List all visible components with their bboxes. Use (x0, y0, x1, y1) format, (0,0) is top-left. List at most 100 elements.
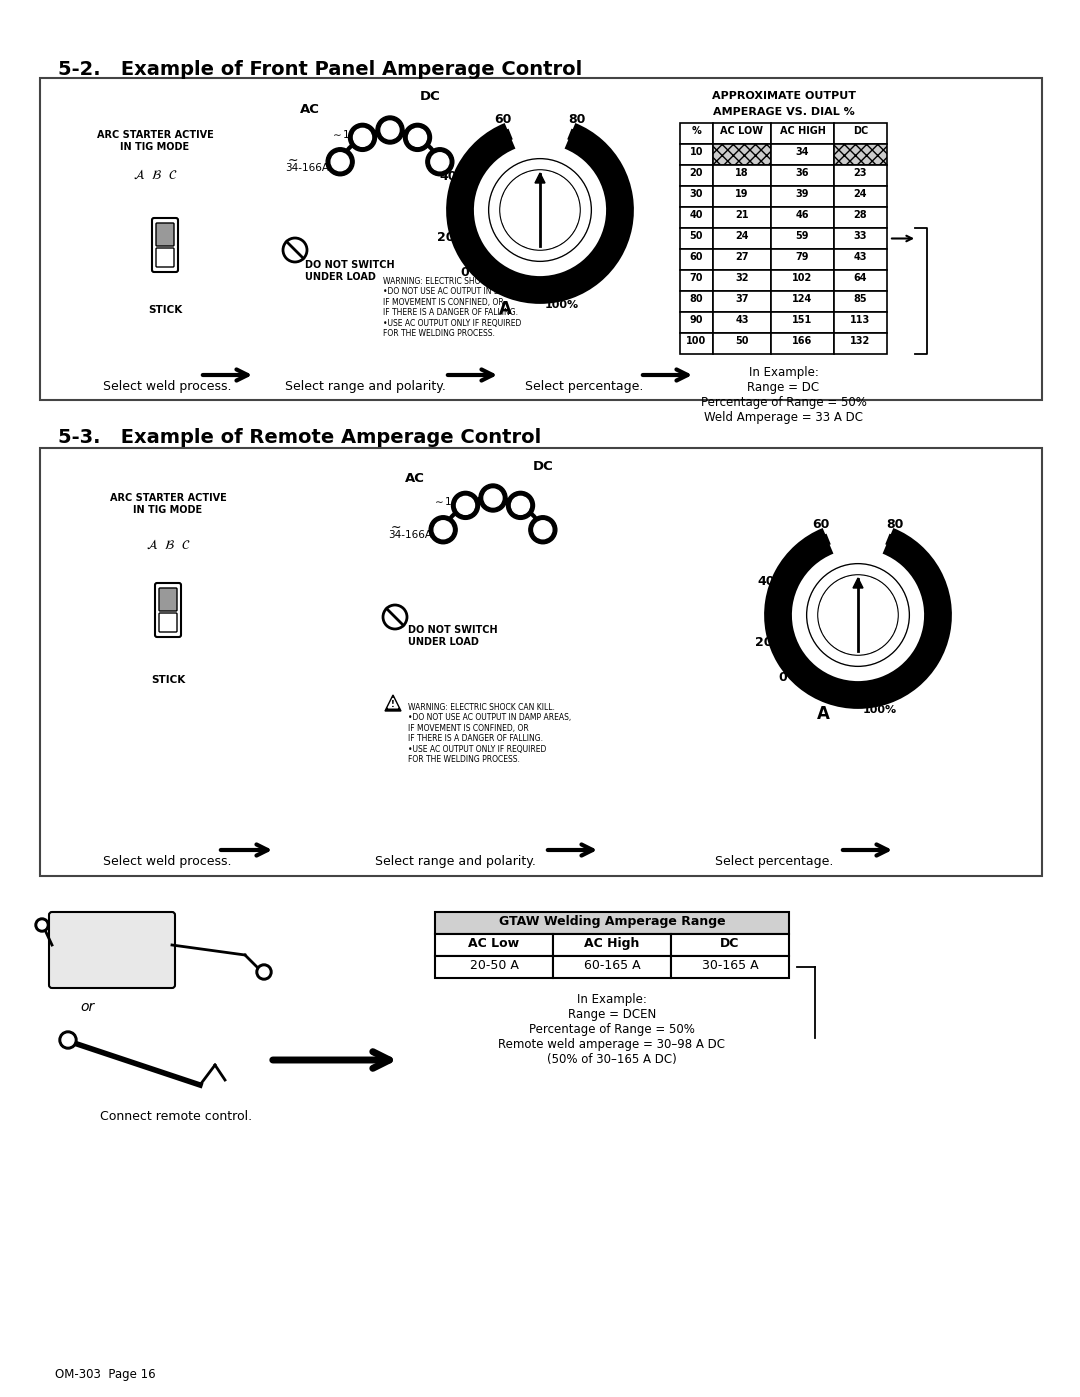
Text: DC: DC (720, 937, 740, 950)
Text: 166: 166 (793, 337, 812, 346)
Text: 64: 64 (854, 272, 867, 284)
Polygon shape (382, 184, 399, 256)
Text: 24: 24 (735, 231, 748, 242)
Text: AC Low: AC Low (469, 937, 519, 950)
Text: Select range and polarity.: Select range and polarity. (375, 855, 536, 868)
Text: Select percentage.: Select percentage. (715, 855, 834, 868)
Text: 90: 90 (690, 314, 703, 326)
Bar (771, 207, 834, 228)
Text: 34-166A: 34-166A (285, 163, 329, 173)
Text: 43: 43 (854, 251, 867, 263)
Bar (771, 165, 834, 186)
Text: Select weld process.: Select weld process. (103, 380, 231, 393)
Text: 50: 50 (690, 231, 703, 242)
Text: 79: 79 (796, 251, 809, 263)
Circle shape (501, 170, 579, 249)
Text: 100%: 100% (545, 300, 579, 310)
Text: STICK: STICK (148, 305, 183, 314)
Bar (834, 207, 887, 228)
Text: 20: 20 (755, 636, 772, 648)
Circle shape (349, 123, 377, 151)
Circle shape (382, 222, 399, 237)
Bar (680, 291, 713, 312)
Text: 21: 21 (735, 210, 748, 219)
FancyBboxPatch shape (159, 588, 177, 610)
Circle shape (484, 489, 502, 507)
Bar (713, 312, 771, 332)
Bar (713, 207, 771, 228)
FancyBboxPatch shape (159, 613, 177, 631)
Text: AC: AC (405, 472, 424, 485)
Text: 32: 32 (735, 272, 748, 284)
Text: 36: 36 (796, 168, 809, 177)
Text: 19: 19 (735, 189, 748, 198)
Text: 80: 80 (568, 113, 585, 126)
Circle shape (408, 129, 427, 147)
Bar (771, 144, 834, 165)
Text: $\sim$18-50A: $\sim$18-50A (432, 495, 484, 507)
Polygon shape (384, 694, 401, 711)
Bar (834, 165, 887, 186)
Text: In Example:
Range = DC
Percentage of Range = 50%
Weld Amperage = 33 A DC: In Example: Range = DC Percentage of Ran… (701, 366, 866, 425)
Bar (713, 249, 771, 270)
Text: AC: AC (300, 103, 320, 116)
Text: 5-2.   Example of Front Panel Amperage Control: 5-2. Example of Front Panel Amperage Con… (58, 60, 582, 80)
Text: 0: 0 (460, 267, 470, 279)
Text: 80: 80 (690, 293, 703, 305)
Text: 40: 40 (757, 576, 774, 588)
Bar (771, 123, 834, 144)
Text: 28: 28 (853, 210, 867, 219)
Text: $\mathcal{A}$  $\mathcal{B}$  $\mathcal{C}$: $\mathcal{A}$ $\mathcal{B}$ $\mathcal{C}… (146, 538, 190, 552)
Text: 60: 60 (812, 518, 829, 531)
Text: DC: DC (420, 89, 441, 103)
Bar (834, 270, 887, 291)
Circle shape (451, 492, 480, 520)
Bar (834, 249, 887, 270)
Text: 60: 60 (690, 251, 703, 263)
FancyBboxPatch shape (156, 249, 174, 267)
Circle shape (426, 148, 454, 176)
Text: WARNING: ELECTRIC SHOCK CAN KILL.
•DO NOT USE AC OUTPUT IN DAMP AREAS,
IF MOVEME: WARNING: ELECTRIC SHOCK CAN KILL. •DO NO… (383, 277, 546, 338)
Text: 27: 27 (735, 251, 748, 263)
Circle shape (434, 521, 453, 539)
Text: 39: 39 (796, 189, 809, 198)
Bar (713, 291, 771, 312)
Bar (771, 228, 834, 249)
Bar (771, 249, 834, 270)
Text: 5-3.   Example of Remote Amperage Control: 5-3. Example of Remote Amperage Control (58, 427, 541, 447)
Bar (713, 165, 771, 186)
Circle shape (490, 161, 590, 260)
Text: In Example:
Range = DCEN
Percentage of Range = 50%
Remote weld amperage = 30–98 : In Example: Range = DCEN Percentage of R… (499, 993, 726, 1066)
Text: 100: 100 (687, 337, 706, 346)
Circle shape (485, 590, 501, 606)
Text: Connect remote control.: Connect remote control. (100, 1111, 252, 1123)
Text: 100%: 100% (863, 705, 897, 715)
Circle shape (512, 496, 529, 514)
Text: 40: 40 (440, 170, 457, 183)
Bar (671, 935, 789, 956)
Polygon shape (485, 553, 501, 623)
Circle shape (259, 967, 269, 977)
Bar (680, 249, 713, 270)
Circle shape (808, 564, 908, 665)
Circle shape (819, 576, 897, 654)
Bar (680, 186, 713, 207)
Text: 20: 20 (437, 231, 455, 243)
Circle shape (480, 483, 507, 511)
Bar (40, 448, 1042, 876)
Text: Select range and polarity.: Select range and polarity. (285, 380, 446, 393)
Circle shape (376, 116, 404, 144)
Bar (680, 123, 713, 144)
Text: 43: 43 (735, 314, 748, 326)
Text: Select weld process.: Select weld process. (103, 855, 231, 868)
Circle shape (35, 918, 49, 932)
Circle shape (38, 921, 46, 929)
Text: 20: 20 (690, 168, 703, 177)
Bar (834, 228, 887, 249)
Text: 70: 70 (690, 272, 703, 284)
Text: DO NOT SWITCH
UNDER LOAD: DO NOT SWITCH UNDER LOAD (305, 260, 394, 282)
Text: 113: 113 (850, 314, 870, 326)
Text: 30-165 A: 30-165 A (702, 958, 758, 972)
Circle shape (507, 492, 535, 520)
Polygon shape (853, 578, 863, 588)
